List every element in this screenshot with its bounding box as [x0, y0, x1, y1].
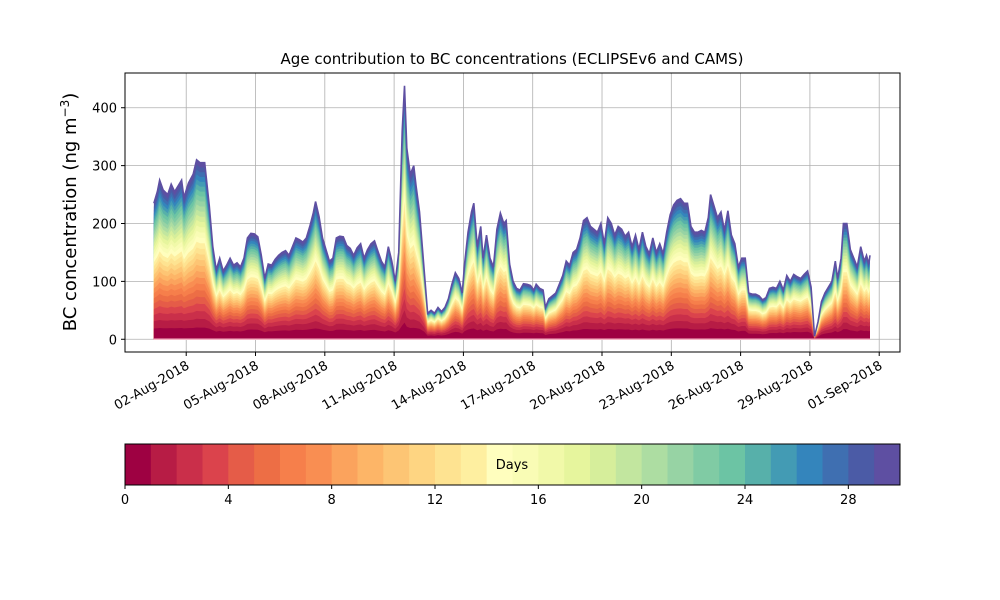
colorbar-cell: [615, 444, 643, 485]
y-tick-label: 400: [92, 102, 117, 117]
colorbar-cell: [357, 444, 384, 485]
y-tick-label: 100: [92, 275, 117, 290]
colorbar-cell: [280, 444, 307, 485]
colorbar-cell: [770, 444, 798, 485]
colorbar-cell: [305, 444, 333, 485]
colorbar-cell: [641, 444, 668, 485]
colorbar-cell: [125, 444, 152, 485]
x-tick-label: 20-Aug-2018: [528, 358, 608, 413]
colorbar-cell: [745, 444, 772, 485]
x-axis: 02-Aug-201805-Aug-201808-Aug-201811-Aug-…: [112, 352, 885, 414]
y-tick-label: 0: [109, 333, 117, 348]
colorbar-tick-label: 20: [633, 493, 650, 508]
colorbar-cell: [719, 444, 746, 485]
plot-frame: [124, 72, 901, 353]
colorbar-cell: [383, 444, 410, 485]
colorbar-cell: [512, 444, 539, 485]
x-tick-label: 29-Aug-2018: [736, 358, 816, 413]
colorbar-tick-label: 24: [737, 493, 754, 508]
colorbar-cell: [409, 444, 436, 485]
x-tick-label: 14-Aug-2018: [389, 358, 469, 413]
colorbar-cell: [254, 444, 281, 485]
y-axis-label: BC concentration (ng m−3): [58, 93, 81, 332]
colorbar-cell: [848, 444, 875, 485]
total-concentration-line: [153, 85, 871, 337]
colorbar-cells: [125, 444, 901, 485]
colorbar-tick-label: 8: [328, 493, 336, 508]
colorbar-frame: [124, 443, 901, 486]
colorbar-cell: [538, 444, 565, 485]
plot-area: 0 100 200 300 400 02-Aug-201805-Aug-201808-A…: [92, 72, 901, 414]
colorbar-cell: [796, 444, 823, 485]
x-tick-label: 08-Aug-2018: [250, 358, 330, 413]
colorbar-tick-label: 0: [121, 493, 129, 508]
colorbar-cell: [176, 444, 203, 485]
colorbar-tick-label: 28: [840, 493, 857, 508]
y-tick-label: 200: [92, 217, 117, 232]
colorbar-label: Days: [496, 458, 529, 473]
colorbar-cell: [693, 444, 720, 485]
x-tick-label: 01-Sep-2018: [805, 358, 885, 413]
x-tick-label: 17-Aug-2018: [458, 358, 538, 413]
x-tick-label: 05-Aug-2018: [181, 358, 261, 413]
colorbar-ticks: 0 4 8 12 16 20 24 28: [121, 485, 857, 508]
colorbar-cell: [486, 444, 513, 485]
x-tick-label: 02-Aug-2018: [112, 358, 192, 413]
colorbar-cell: [822, 444, 849, 485]
colorbar-cell: [590, 444, 617, 485]
stacked-age-areas: [153, 85, 871, 341]
chart-title: Age contribution to BC concentrations (E…: [281, 50, 744, 68]
colorbar-tick-label: 4: [224, 493, 232, 508]
colorbar-cell: [331, 444, 358, 485]
colorbar-tick-label: 16: [530, 493, 547, 508]
y-axis-label-close: ): [60, 93, 81, 100]
x-tick-label: 26-Aug-2018: [666, 358, 746, 413]
colorbar-cell: [667, 444, 694, 485]
y-axis-label-superscript: −3: [58, 100, 72, 118]
colorbar-cell: [150, 444, 178, 485]
colorbar: Days 0 4 8 12 16 20 24 28: [121, 443, 901, 508]
colorbar-cell: [202, 444, 229, 485]
colorbar-cell: [564, 444, 591, 485]
x-tick-label: 11-Aug-2018: [320, 358, 400, 413]
colorbar-cell: [228, 444, 255, 485]
y-axis: 0 100 200 300 400: [92, 102, 125, 348]
colorbar-cell: [460, 444, 488, 485]
y-axis-label-text: BC concentration (ng m: [60, 117, 81, 331]
colorbar-tick-label: 12: [427, 493, 444, 508]
colorbar-cell: [874, 444, 901, 485]
y-tick-label: 300: [92, 160, 117, 175]
colorbar-cell: [435, 444, 462, 485]
age-layer-area: [153, 322, 870, 340]
x-tick-label: 23-Aug-2018: [597, 358, 677, 413]
